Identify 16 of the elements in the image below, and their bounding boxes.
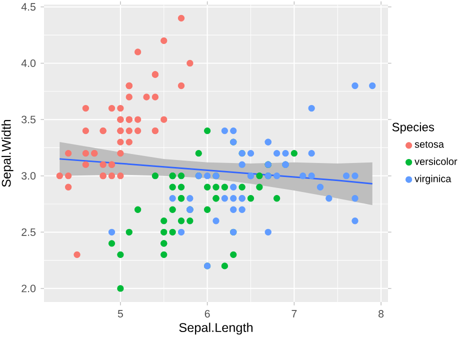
- x-axis-title: Sepal.Length: [179, 322, 253, 335]
- legend-label: virginica: [414, 174, 452, 184]
- legend-label: setosa: [414, 141, 444, 148]
- x-tick-label: 6: [204, 310, 210, 318]
- y-axis-title: Sepal.Width: [2, 120, 14, 187]
- y-tick-label: 4.0: [21, 59, 36, 67]
- x-tick-label: 8: [378, 310, 384, 318]
- x-tick-label: 7: [292, 310, 297, 318]
- y-tick-label: 3.5: [22, 116, 36, 124]
- y-tick-label: 2.5: [22, 228, 36, 236]
- legend-title: Species: [392, 122, 434, 134]
- x-tick-label: 5: [118, 310, 123, 318]
- legend-label: versicolor: [414, 158, 458, 166]
- y-tick-label: 4.5: [21, 3, 36, 11]
- y-tick-label: 2.0: [22, 284, 36, 292]
- y-tick-label: 3.0: [22, 172, 36, 180]
